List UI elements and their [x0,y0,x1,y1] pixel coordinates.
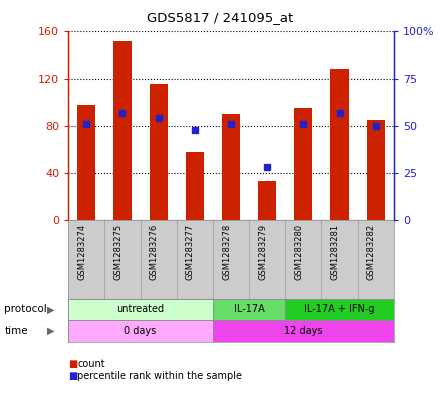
Text: IL-17A + IFN-g: IL-17A + IFN-g [304,305,375,314]
Text: percentile rank within the sample: percentile rank within the sample [77,371,242,382]
Text: GSM1283275: GSM1283275 [114,224,122,280]
Text: GSM1283279: GSM1283279 [258,224,267,280]
Bar [285,299,394,320]
Bar [150,84,168,220]
Bar [77,105,95,220]
Text: GSM1283281: GSM1283281 [330,224,340,280]
Bar [68,299,213,320]
Text: time: time [4,326,28,336]
Text: GSM1283277: GSM1283277 [186,224,195,280]
Text: untreated: untreated [117,305,165,314]
Text: GSM1283280: GSM1283280 [294,224,303,280]
Text: GSM1283276: GSM1283276 [150,224,159,280]
Bar [213,320,394,342]
Text: ▶: ▶ [47,326,55,336]
Text: GDS5817 / 241095_at: GDS5817 / 241095_at [147,11,293,24]
Bar [367,120,385,220]
Text: 12 days: 12 days [284,326,323,336]
Text: ■: ■ [68,371,77,382]
Bar [330,69,348,220]
Text: IL-17A: IL-17A [234,305,264,314]
Text: GSM1283282: GSM1283282 [367,224,376,280]
Bar [294,108,312,220]
Text: ■: ■ [68,358,77,369]
Bar [68,320,213,342]
Text: GSM1283274: GSM1283274 [77,224,86,280]
Bar [222,114,240,220]
Text: protocol: protocol [4,305,47,314]
Bar [186,152,204,220]
Text: GSM1283278: GSM1283278 [222,224,231,280]
Bar [213,299,285,320]
Text: ▶: ▶ [47,305,55,314]
Text: count: count [77,358,105,369]
Bar [258,181,276,220]
Bar [114,41,132,220]
Text: 0 days: 0 days [125,326,157,336]
